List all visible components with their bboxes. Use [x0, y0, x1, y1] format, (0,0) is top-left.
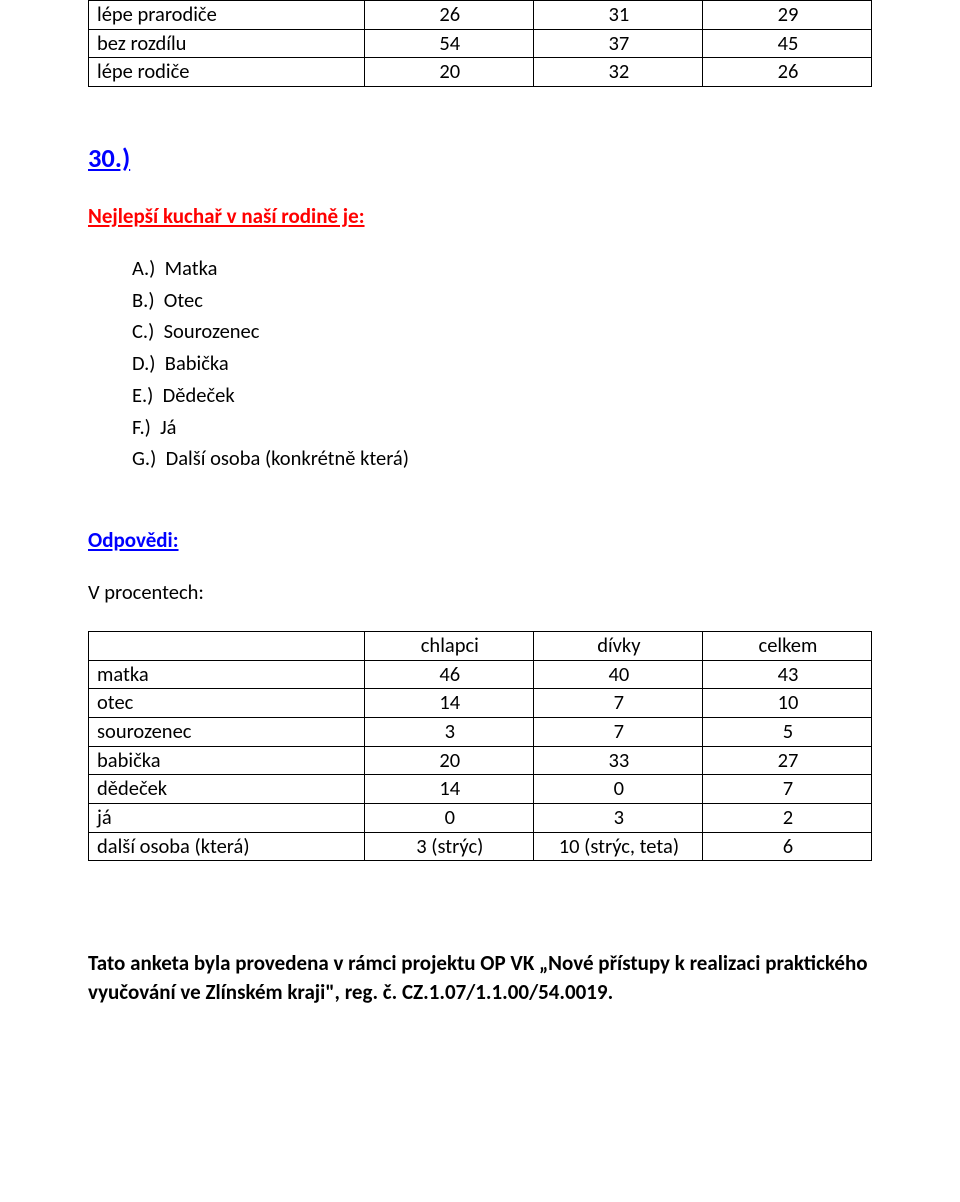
cell-value: 10 (strýc, teta)	[533, 832, 702, 861]
cell-value: 26	[364, 1, 533, 30]
cell-value: 26	[702, 58, 871, 87]
table-row: otec 14 7 10	[89, 689, 872, 718]
table-header-row: chlapci dívky celkem	[89, 632, 872, 661]
table-row: dědeček 14 0 7	[89, 775, 872, 804]
cell-value: 3	[364, 718, 533, 747]
cell-label: otec	[89, 689, 365, 718]
cell-value: 2	[702, 803, 871, 832]
table-row: já 0 3 2	[89, 803, 872, 832]
option-item: C.) Sourozenec	[132, 316, 872, 348]
cell-value: 3 (strýc)	[364, 832, 533, 861]
cell-value: 0	[364, 803, 533, 832]
results-table: chlapci dívky celkem matka 46 40 43 otec…	[88, 631, 872, 861]
table-row: matka 46 40 43	[89, 660, 872, 689]
cell-label: babička	[89, 746, 365, 775]
table-row: lépe rodiče 20 32 26	[89, 58, 872, 87]
cell-value: 7	[533, 689, 702, 718]
option-item: B.) Otec	[132, 285, 872, 317]
cell-value: 40	[533, 660, 702, 689]
footer-note: Tato anketa byla provedena v rámci proje…	[88, 949, 872, 1046]
cell-value: 6	[702, 832, 871, 861]
cell-value: 33	[533, 746, 702, 775]
cell-value: 5	[702, 718, 871, 747]
question-number: 30.)	[88, 143, 872, 175]
cell-label: já	[89, 803, 365, 832]
cell-value: 20	[364, 58, 533, 87]
cell-value: 7	[533, 718, 702, 747]
cell-value: 27	[702, 746, 871, 775]
header-cell: celkem	[702, 632, 871, 661]
header-cell: chlapci	[364, 632, 533, 661]
percent-label: V procentech:	[88, 579, 872, 605]
cell-value: 3	[533, 803, 702, 832]
header-cell	[89, 632, 365, 661]
cell-label: dědeček	[89, 775, 365, 804]
option-item: F.) Já	[132, 412, 872, 444]
header-cell: dívky	[533, 632, 702, 661]
table-row: sourozenec 3 7 5	[89, 718, 872, 747]
cell-value: 46	[364, 660, 533, 689]
table-row: bez rozdílu 54 37 45	[89, 29, 872, 58]
cell-value: 0	[533, 775, 702, 804]
cell-label: lépe rodiče	[89, 58, 365, 87]
cell-value: 31	[533, 1, 702, 30]
top-fragment-table: lépe prarodiče 26 31 29 bez rozdílu 54 3…	[88, 0, 872, 87]
cell-value: 10	[702, 689, 871, 718]
answer-options: A.) Matka B.) Otec C.) Sourozenec D.) Ba…	[132, 253, 872, 475]
cell-value: 45	[702, 29, 871, 58]
table-row: babička 20 33 27	[89, 746, 872, 775]
answers-heading: Odpovědi:	[88, 527, 872, 553]
option-item: G.) Další osoba (konkrétně která)	[132, 443, 872, 475]
cell-value: 14	[364, 775, 533, 804]
cell-value: 54	[364, 29, 533, 58]
cell-label: lépe prarodiče	[89, 1, 365, 30]
cell-value: 29	[702, 1, 871, 30]
option-item: A.) Matka	[132, 253, 872, 285]
cell-value: 14	[364, 689, 533, 718]
cell-value: 32	[533, 58, 702, 87]
table-row: další osoba (která) 3 (strýc) 10 (strýc,…	[89, 832, 872, 861]
cell-label: matka	[89, 660, 365, 689]
table-row: lépe prarodiče 26 31 29	[89, 1, 872, 30]
question-title: Nejlepší kuchař v naší rodině je:	[88, 203, 872, 229]
option-item: D.) Babička	[132, 348, 872, 380]
cell-value: 43	[702, 660, 871, 689]
footer-line-2: vyučování ve Zlínském kraji", reg. č. CZ…	[88, 979, 613, 1005]
footer-line-1: Tato anketa byla provedena v rámci proje…	[88, 950, 868, 976]
option-item: E.) Dědeček	[132, 380, 872, 412]
cell-label: bez rozdílu	[89, 29, 365, 58]
cell-value: 7	[702, 775, 871, 804]
cell-label: sourozenec	[89, 718, 365, 747]
cell-value: 37	[533, 29, 702, 58]
cell-label: další osoba (která)	[89, 832, 365, 861]
cell-value: 20	[364, 746, 533, 775]
